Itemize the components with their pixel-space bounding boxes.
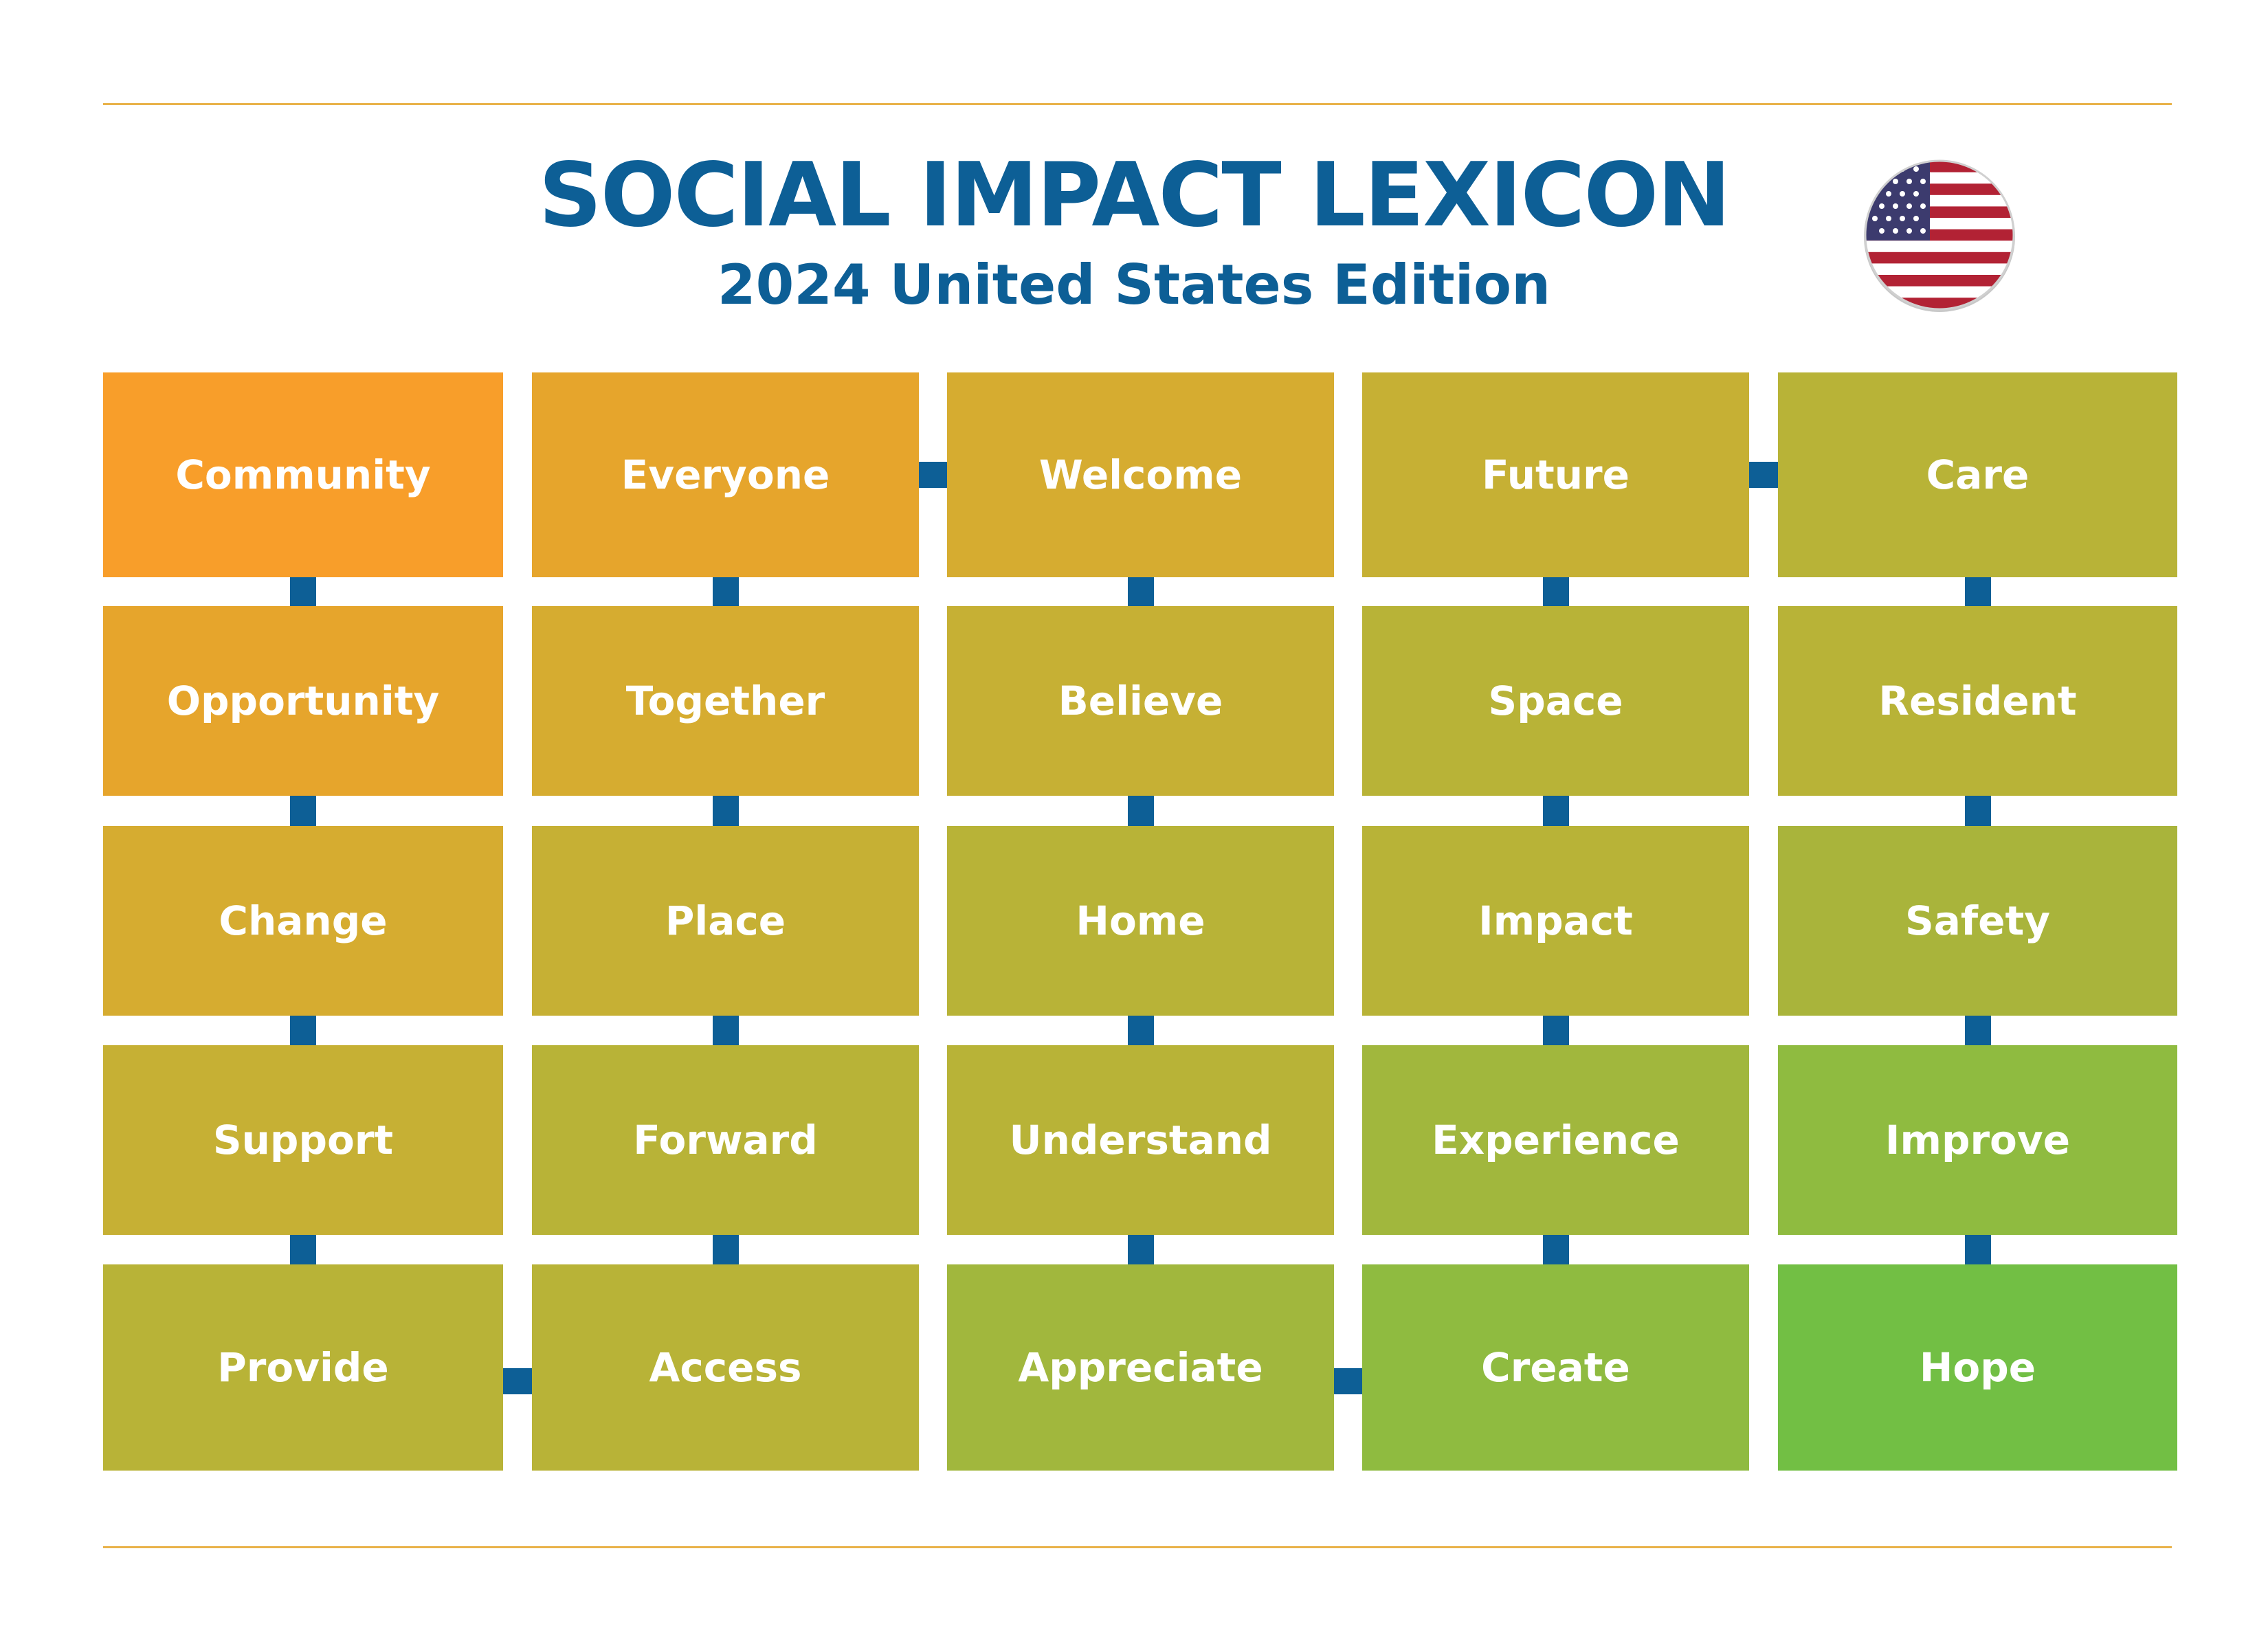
word-label: Change <box>219 897 388 944</box>
word-label: Together <box>625 678 825 724</box>
vertical-connector <box>712 1016 739 1045</box>
word-label: Everyone <box>621 451 830 498</box>
vertical-connector <box>1127 796 1154 826</box>
word-label: Forward <box>633 1117 818 1163</box>
word-label: Opportunity <box>166 678 440 724</box>
word-tile: Hope <box>1778 1264 2177 1471</box>
vertical-connector <box>712 1235 739 1264</box>
word-label: Believe <box>1058 678 1223 724</box>
vertical-connector <box>1127 1016 1154 1045</box>
word-label: Home <box>1076 897 1205 944</box>
vertical-connector <box>712 577 739 606</box>
vertical-connector <box>712 796 739 826</box>
word-tile: Community <box>103 372 503 577</box>
horizontal-connector <box>1749 462 1778 488</box>
page-subtitle: 2024 United States Edition <box>717 253 1551 317</box>
vertical-connector <box>1127 1235 1154 1264</box>
word-tile: Forward <box>532 1045 919 1235</box>
word-label: Community <box>175 451 431 498</box>
bottom-rule <box>103 1546 2172 1548</box>
word-label: Hope <box>1919 1344 2036 1391</box>
word-tile: Resident <box>1778 606 2177 796</box>
top-rule <box>103 103 2172 105</box>
vertical-connector <box>1127 577 1154 606</box>
vertical-connector <box>1542 796 1569 826</box>
vertical-connector <box>290 796 316 826</box>
horizontal-connector <box>1334 1368 1362 1394</box>
word-tile: Provide <box>103 1264 503 1471</box>
word-label: Welcome <box>1038 451 1243 498</box>
vertical-connector <box>1542 1016 1569 1045</box>
word-tile: Care <box>1778 372 2177 577</box>
word-tile: Everyone <box>532 372 919 577</box>
vertical-connector <box>1964 1235 1991 1264</box>
word-label: Improve <box>1885 1117 2071 1163</box>
word-label: Care <box>1926 451 2030 498</box>
word-tile: Support <box>103 1045 503 1235</box>
word-tile: Space <box>1362 606 1749 796</box>
word-label: Support <box>212 1117 394 1163</box>
word-label: Impact <box>1478 897 1633 944</box>
word-label: Future <box>1482 451 1630 498</box>
word-tile: Appreciate <box>947 1264 1334 1471</box>
horizontal-connector <box>919 462 947 488</box>
word-tile: Experience <box>1362 1045 1749 1235</box>
horizontal-connector <box>503 1368 532 1394</box>
word-label: Space <box>1488 678 1623 724</box>
word-label: Create <box>1481 1344 1630 1391</box>
vertical-connector <box>290 1235 316 1264</box>
vertical-connector <box>290 1016 316 1045</box>
word-label: Provide <box>217 1344 389 1391</box>
word-tile: Opportunity <box>103 606 503 796</box>
word-tile: Safety <box>1778 826 2177 1016</box>
word-tile: Create <box>1362 1264 1749 1471</box>
word-tile: Improve <box>1778 1045 2177 1235</box>
word-tile: Welcome <box>947 372 1334 577</box>
word-label: Access <box>649 1344 802 1391</box>
us-flag-icon <box>1861 157 2018 313</box>
word-label: Experience <box>1432 1117 1680 1163</box>
word-label: Resident <box>1878 678 2077 724</box>
word-label: Appreciate <box>1018 1344 1263 1391</box>
vertical-connector <box>1964 796 1991 826</box>
word-tile: Future <box>1362 372 1749 577</box>
word-label: Place <box>665 897 786 944</box>
word-tile: Believe <box>947 606 1334 796</box>
word-tile: Place <box>532 826 919 1016</box>
word-tile: Impact <box>1362 826 1749 1016</box>
word-tile: Home <box>947 826 1334 1016</box>
word-label: Safety <box>1904 897 2050 944</box>
vertical-connector <box>1542 1235 1569 1264</box>
vertical-connector <box>290 577 316 606</box>
vertical-connector <box>1964 1016 1991 1045</box>
vertical-connector <box>1964 577 1991 606</box>
vertical-connector <box>1542 577 1569 606</box>
page-title: SOCIAL IMPACT LEXICON <box>538 144 1731 247</box>
word-tile: Access <box>532 1264 919 1471</box>
word-tile: Understand <box>947 1045 1334 1235</box>
word-tile: Together <box>532 606 919 796</box>
word-label: Understand <box>1009 1117 1272 1163</box>
word-tile: Change <box>103 826 503 1016</box>
